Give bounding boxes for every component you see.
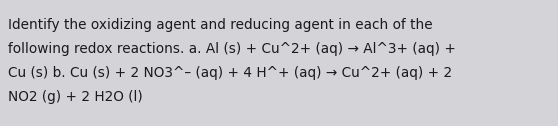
Text: Cu (s) b. Cu (s) + 2 NO3^– (aq) + 4 H^+ (aq) → Cu^2+ (aq) + 2: Cu (s) b. Cu (s) + 2 NO3^– (aq) + 4 H^+ …	[8, 66, 452, 80]
Text: following redox reactions. a. Al (s) + Cu^2+ (aq) → Al^3+ (aq) +: following redox reactions. a. Al (s) + C…	[8, 42, 456, 56]
Text: Identify the oxidizing agent and reducing agent in each of the: Identify the oxidizing agent and reducin…	[8, 18, 432, 32]
Text: NO2 (g) + 2 H2O (l): NO2 (g) + 2 H2O (l)	[8, 90, 143, 104]
